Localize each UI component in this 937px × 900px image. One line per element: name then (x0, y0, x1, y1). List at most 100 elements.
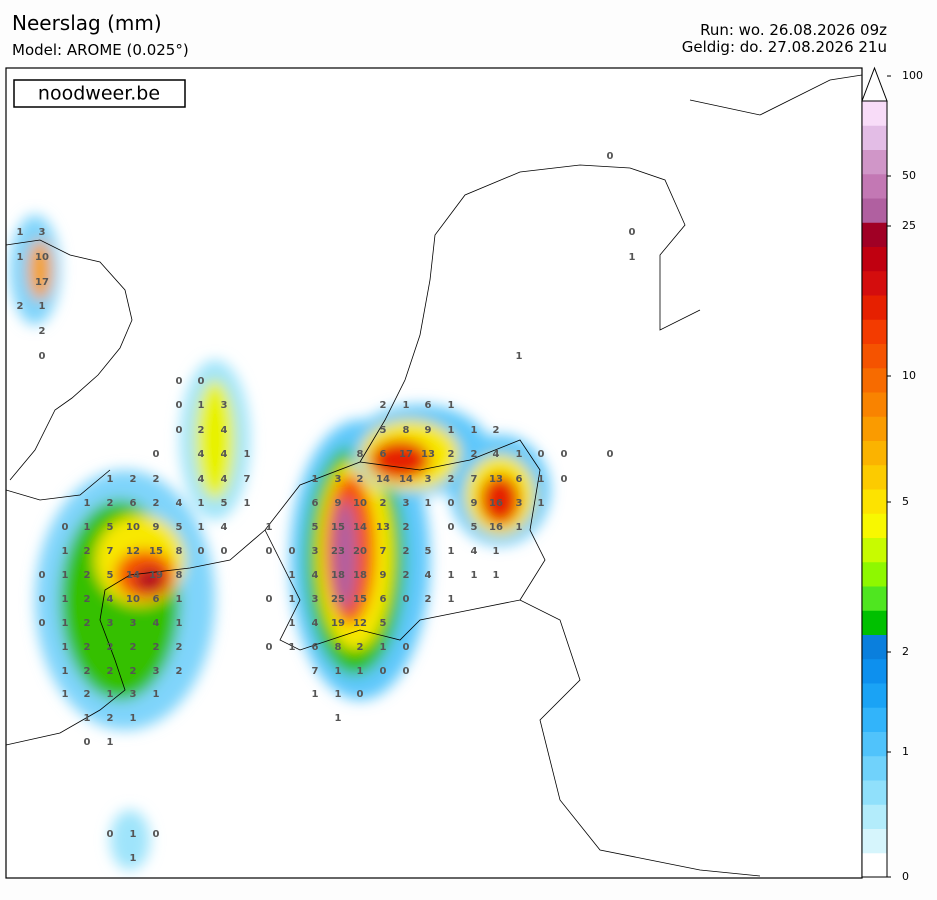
station-value: 1 (538, 498, 545, 509)
colorbar-segment (862, 828, 887, 854)
station-value: 0 (607, 151, 614, 162)
model: Model: AROME (0.025°) (12, 41, 189, 59)
station-value: 10 (126, 594, 140, 605)
station-value: 1 (403, 400, 410, 411)
station-value: 0 (607, 449, 614, 460)
station-value: 0 (448, 522, 455, 533)
station-value: 13 (376, 522, 390, 533)
colorbar-segment (862, 173, 887, 199)
station-value: 2 (153, 498, 160, 509)
station-value: 1 (62, 689, 69, 700)
watermark: noodweer.be (38, 83, 160, 105)
station-value: 12 (126, 546, 140, 557)
station-value: 2 (130, 666, 137, 677)
colorbar-segment (862, 561, 887, 587)
station-value: 1 (244, 498, 251, 509)
station-value: 1 (289, 570, 296, 581)
station-value: 3 (403, 498, 410, 509)
station-value: 2 (84, 689, 91, 700)
station-value: 2 (84, 570, 91, 581)
coastlines (6, 74, 862, 877)
station-value: 5 (176, 522, 183, 533)
colorbar-segment (862, 755, 887, 781)
station-value: 2 (425, 594, 432, 605)
station-value: 0 (198, 376, 205, 387)
colorbar-tick-label: 10 (902, 369, 916, 382)
station-value: 1 (516, 449, 523, 460)
station-value: 5 (380, 425, 387, 436)
station-value: 3 (335, 474, 342, 485)
colorbar-segment (862, 780, 887, 805)
station-value: 1 (471, 425, 478, 436)
station-value: 1 (107, 737, 114, 748)
station-value: 4 (221, 522, 228, 533)
colorbar-segment (862, 804, 887, 829)
station-value: 2 (357, 642, 364, 653)
station-value: 1 (198, 522, 205, 533)
station-value: 1 (335, 666, 342, 677)
station-value: 1 (335, 689, 342, 700)
colorbar-segment (862, 125, 887, 150)
station-value: 9 (335, 498, 342, 509)
station-value: 3 (39, 227, 46, 238)
station-value: 2 (84, 642, 91, 653)
station-value: 12 (353, 618, 367, 629)
station-value: 0 (561, 449, 568, 460)
station-value: 0 (176, 376, 183, 387)
colorbar-tick-label: 50 (902, 169, 916, 182)
station-value: 4 (107, 594, 114, 605)
station-value: 0 (176, 400, 183, 411)
station-value: 9 (425, 425, 432, 436)
station-value: 16 (489, 522, 503, 533)
station-value: 14 (353, 522, 367, 533)
station-value: 6 (312, 642, 319, 653)
station-value: 2 (107, 666, 114, 677)
station-value: 5 (107, 522, 114, 533)
station-value: 9 (471, 498, 478, 509)
colorbar-segment (862, 852, 887, 878)
colorbar-segment (862, 707, 887, 732)
station-value: 1 (629, 252, 636, 263)
station-value: 14 (126, 570, 140, 581)
station-value: 1 (62, 666, 69, 677)
station-value: 1 (335, 713, 342, 724)
station-value: 1 (107, 474, 114, 485)
station-value: 2 (471, 449, 478, 460)
station-value: 2 (448, 474, 455, 485)
station-value: 4 (221, 449, 228, 460)
station-value: 1 (62, 618, 69, 629)
station-value: 0 (403, 666, 410, 677)
station-value: 2 (84, 594, 91, 605)
station-value: 0 (39, 594, 46, 605)
station-value: 2 (107, 713, 114, 724)
station-value: 1 (39, 301, 46, 312)
colorbar-segment (862, 101, 887, 126)
station-value: 9 (153, 522, 160, 533)
station-value: 0 (176, 425, 183, 436)
station-value: 1 (493, 546, 500, 557)
station-value: 6 (312, 498, 319, 509)
station-value: 1 (84, 713, 91, 724)
colorbar-segment (862, 513, 887, 538)
colorbar-arrow (861, 66, 888, 102)
colorbar-segment (862, 367, 887, 393)
station-value: 23 (331, 546, 345, 557)
station-value: 2 (84, 666, 91, 677)
colorbar-segment (862, 610, 887, 635)
station-value: 5 (221, 498, 228, 509)
colorbar-segment (862, 416, 887, 441)
station-value: 0 (403, 642, 410, 653)
station-value: 4 (221, 425, 228, 436)
station-value: 8 (357, 449, 364, 460)
station-value: 2 (176, 666, 183, 677)
colorbar-tick-label: 1 (902, 745, 909, 758)
station-value: 1 (471, 570, 478, 581)
colorbar-segment (862, 537, 887, 563)
station-value: 0 (629, 227, 636, 238)
station-value: 1 (289, 594, 296, 605)
station-value: 1 (448, 425, 455, 436)
colorbar-segment (862, 246, 887, 272)
station-value: 4 (493, 449, 500, 460)
